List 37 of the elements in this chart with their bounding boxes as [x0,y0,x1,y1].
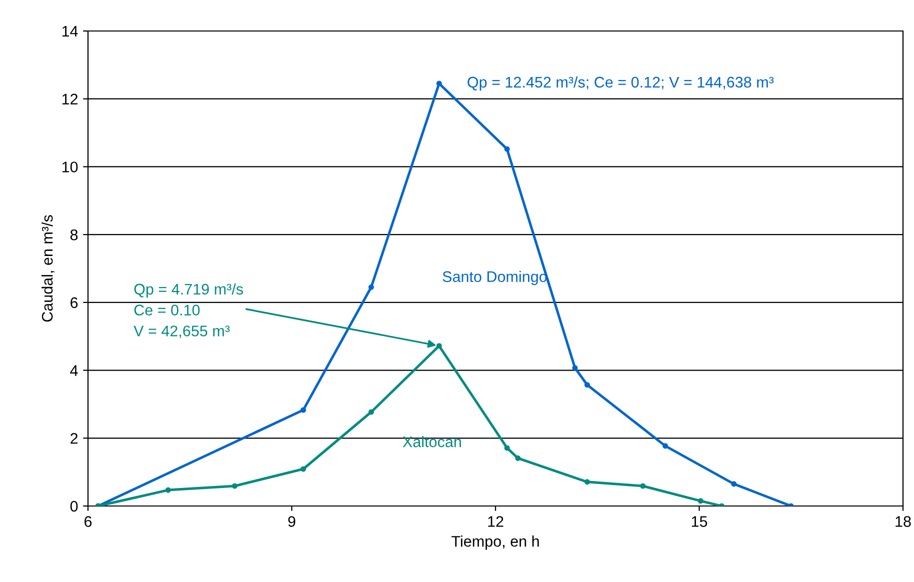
y-tick-label: 8 [70,229,78,240]
point [368,409,374,415]
x-tick-label: 15 [692,516,708,527]
point [584,382,590,388]
y-tick-label: 10 [62,162,78,172]
point [436,80,442,86]
point [584,479,590,485]
y-tick-label: 14 [62,26,78,37]
y-axis-title: Caudal, en m³/s [41,215,55,322]
point [731,481,737,487]
point [662,443,668,449]
point [698,498,704,504]
x-tick-label: 9 [288,516,296,527]
x-tick-label: 6 [84,516,92,527]
x-axis-title: Tiempo, en h [452,536,539,550]
y-tick-label: 0 [70,500,78,512]
annotation: Qp = 12.452 m³/s; Ce = 0.12; V = 144,638 m³ [468,76,774,91]
point [504,146,510,152]
series-label: Santo Domingo [442,270,547,286]
y-tick-label: 4 [70,365,78,376]
x-tick-label: 18 [896,516,911,527]
point [300,407,306,413]
x-tick-label: 12 [488,516,504,527]
y-tick-label: 6 [70,297,78,308]
point [436,343,442,349]
point [504,445,510,451]
annotation: Qp = 4.719 m³/s Ce = 0.10 V = 42,655 m³ [134,283,243,338]
point [572,365,578,371]
point [640,483,646,489]
y-tick-label: 2 [70,433,78,444]
point [368,284,374,290]
y-tick-label: 12 [62,94,78,104]
point [232,483,238,489]
point [300,466,306,472]
text: Xaltocan [402,436,461,448]
point [165,487,171,493]
point [515,455,521,461]
